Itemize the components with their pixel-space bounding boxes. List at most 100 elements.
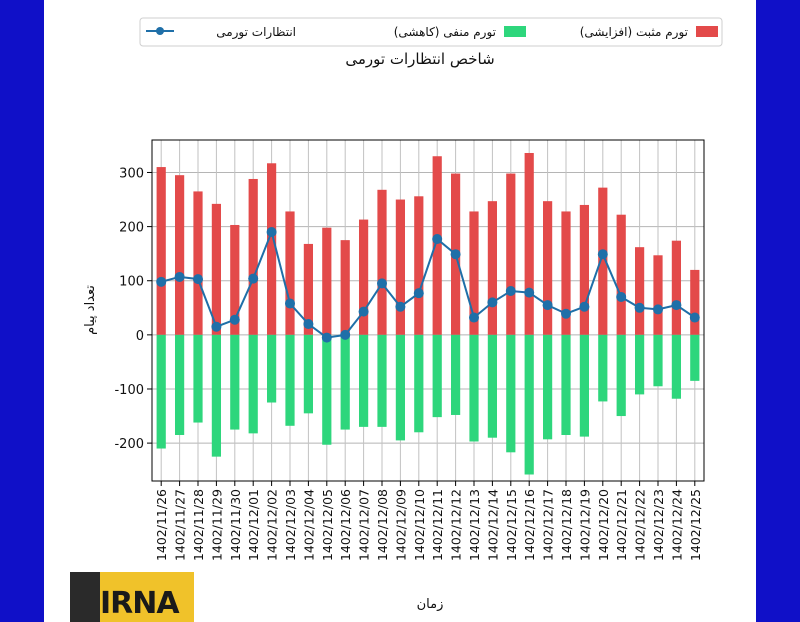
x-axis-label: زمان <box>417 597 444 612</box>
bar-positive <box>248 178 258 335</box>
x-tick-label: 1402/12/11 <box>430 489 445 561</box>
bar-negative <box>395 334 405 441</box>
bar-positive <box>175 175 185 335</box>
x-tick-label: 1402/12/19 <box>577 489 592 561</box>
y-tick-label: -100 <box>114 383 144 398</box>
legend-swatch-marker <box>156 27 164 35</box>
x-tick-label: 1402/11/27 <box>173 489 188 561</box>
y-tick-label: 0 <box>136 329 144 344</box>
x-tick-label: 1402/12/23 <box>651 489 666 561</box>
bar-negative <box>616 334 626 417</box>
x-tick-label: 1402/12/12 <box>449 489 464 561</box>
x-tick-label: 1402/12/16 <box>522 489 537 561</box>
bar-positive <box>267 163 277 335</box>
bar-positive <box>598 187 608 335</box>
legend: تورم مثبت (افزایشی) تورم منفی (کاهشی) ان… <box>139 17 723 47</box>
x-tick-label: 1402/12/15 <box>504 489 519 561</box>
legend-label-line: انتظارات تورمی <box>216 25 296 40</box>
x-tick-label: 1402/12/02 <box>265 489 280 561</box>
bar-negative <box>579 334 589 437</box>
trend-point <box>358 306 369 317</box>
bar-positive <box>561 211 571 335</box>
trend-point <box>377 278 387 289</box>
bar-negative <box>671 334 681 399</box>
x-tick-label: 1402/12/25 <box>688 489 703 561</box>
legend-swatch-negative <box>504 26 526 37</box>
trend-point <box>193 274 203 285</box>
trend-point <box>671 300 682 311</box>
bar-positive <box>230 224 240 335</box>
bar-negative <box>635 334 645 395</box>
x-tick-label: 1402/12/13 <box>467 489 482 561</box>
trend-point <box>597 249 608 260</box>
bar-positive <box>469 211 479 335</box>
bar-positive <box>285 211 295 335</box>
trend-point <box>248 273 259 284</box>
x-tick-label: 1402/12/10 <box>412 489 427 561</box>
bar-negative <box>322 334 332 445</box>
bar-positive <box>414 196 424 335</box>
bar-negative <box>303 334 313 414</box>
trend-point <box>561 308 571 319</box>
x-tick-label: 1402/11/29 <box>209 489 224 561</box>
bar-negative <box>193 334 203 423</box>
trend-point <box>413 288 424 299</box>
legend-label-positive: تورم مثبت (افزایشی) <box>580 25 688 40</box>
bar-negative <box>175 334 185 435</box>
y-tick-label: 300 <box>119 166 144 181</box>
legend-label-negative: تورم منفی (کاهشی) <box>394 25 496 40</box>
trend-point <box>266 227 277 238</box>
trend-point <box>450 249 461 260</box>
x-tick-label: 1402/12/24 <box>669 489 684 561</box>
x-tick-label: 1402/12/08 <box>375 489 390 561</box>
x-tick-label: 1402/12/22 <box>633 489 648 561</box>
trend-point <box>505 286 516 297</box>
chart-canvas: تورم مثبت (افزایشی) تورم منفی (کاهشی) ان… <box>83 17 723 612</box>
bar-positive <box>543 201 553 335</box>
legend-swatch-positive <box>696 26 718 37</box>
trend-point <box>579 301 590 312</box>
y-tick-label: -200 <box>114 437 144 452</box>
bar-positive <box>432 156 442 335</box>
x-tick-label: 1402/11/26 <box>154 489 169 561</box>
bar-positive <box>616 214 626 335</box>
trend-point <box>542 300 553 311</box>
bar-negative <box>267 334 277 403</box>
bar-positive <box>211 203 221 335</box>
bar-positive <box>303 243 313 335</box>
x-tick-label: 1402/12/09 <box>393 489 408 561</box>
x-tick-label: 1402/12/03 <box>283 489 298 561</box>
bar-positive <box>156 167 166 335</box>
x-tick-label: 1402/12/21 <box>614 489 629 561</box>
bar-positive <box>487 201 497 335</box>
trend-point <box>653 304 663 315</box>
x-tick-label: 1402/12/14 <box>485 489 500 561</box>
x-tick-label: 1402/12/04 <box>301 489 316 561</box>
x-tick-label: 1402/12/06 <box>338 489 353 561</box>
x-tick-label: 1402/12/20 <box>596 489 611 561</box>
y-tick-label: 100 <box>119 275 144 290</box>
bar-negative <box>248 334 258 434</box>
bar-negative <box>451 334 461 415</box>
bar-positive <box>377 189 387 335</box>
trend-point <box>303 319 314 330</box>
bar-positive <box>193 191 203 335</box>
x-tick-label: 1402/12/18 <box>559 489 574 561</box>
trend-point <box>340 329 351 340</box>
bar-negative <box>340 334 350 430</box>
bar-negative <box>285 334 295 426</box>
bar-negative <box>524 334 534 475</box>
trend-point <box>487 297 498 308</box>
bar-negative <box>543 334 553 440</box>
bar-negative <box>377 334 387 427</box>
trend-line <box>156 227 700 343</box>
trend-point <box>285 298 295 309</box>
trend-point <box>211 321 222 332</box>
x-tick-label: 1402/12/17 <box>541 489 556 561</box>
bar-positive <box>524 152 534 335</box>
bar-negative <box>690 334 700 381</box>
plot-area-border <box>151 139 705 482</box>
trend-point <box>229 314 240 325</box>
trend-point <box>689 312 700 323</box>
bar-positive <box>359 219 369 335</box>
